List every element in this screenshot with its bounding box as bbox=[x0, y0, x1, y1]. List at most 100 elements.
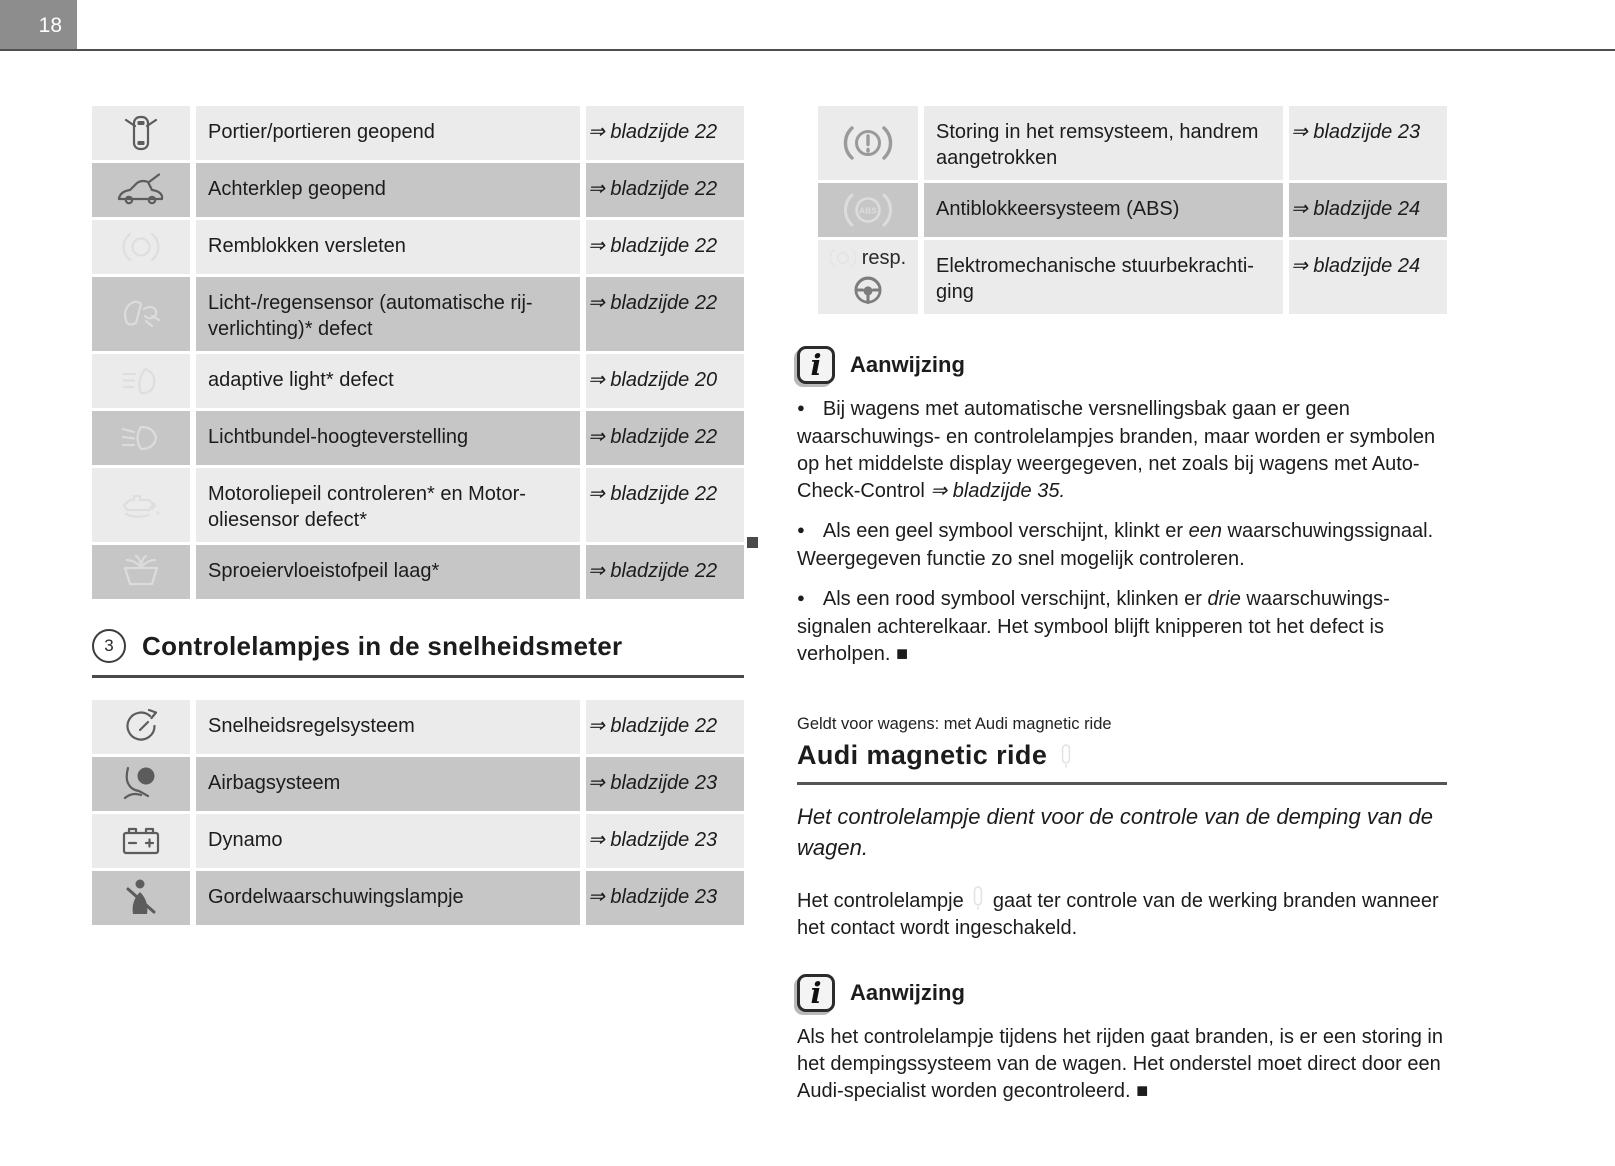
note-header: i Aanwijzing bbox=[797, 974, 1447, 1012]
header-divider bbox=[0, 49, 1615, 51]
row-label: Elektromechanische stuurbekrachti­ging bbox=[924, 240, 1283, 314]
row-page-reference: ⇒ bladzijde 20 bbox=[586, 354, 744, 408]
lamp-icon-cell bbox=[92, 277, 190, 351]
table-row: Motoroliepeil controleren* en Motor­olie… bbox=[92, 468, 744, 542]
row-label: Storing in het remsysteem, handrem aange… bbox=[924, 106, 1283, 180]
prefix-line: resp. bbox=[829, 246, 907, 270]
cruise-control-icon bbox=[119, 706, 163, 748]
bullet-dot-icon: ● bbox=[797, 522, 805, 537]
page-number-tab: 18 bbox=[0, 0, 77, 51]
page-number: 18 bbox=[38, 13, 62, 37]
row-label: Portier/portieren geopend bbox=[196, 106, 580, 160]
brake-abs-table: Storing in het remsysteem, handrem aange… bbox=[818, 106, 1447, 314]
magnetic-ride-title: Audi magnetic ride bbox=[797, 740, 1048, 770]
brake-warning-icon bbox=[843, 122, 893, 164]
note-title: Aanwijzing bbox=[850, 980, 965, 1005]
emphasis-text: een bbox=[1188, 520, 1222, 542]
warning-lamp-table: Portier/portieren geopend ⇒ bladzijde 22 A… bbox=[92, 106, 744, 599]
table-row: Portier/portieren geopend ⇒ bladzijde 22 bbox=[92, 106, 744, 160]
right-column: Storing in het remsysteem, handrem aange… bbox=[797, 106, 1447, 1105]
magnetic-ride-lead: Het controlelampje dient voor de control… bbox=[797, 804, 1433, 860]
text-run: Als een geel symbool verschijnt, klinkt … bbox=[822, 520, 1189, 542]
row-page-reference: ⇒ bladzijde 23 bbox=[586, 871, 744, 925]
lamp-icon-cell bbox=[92, 700, 190, 754]
table-row: Licht-/regensensor (automatische rij­ver… bbox=[92, 277, 744, 351]
lamp-icon-cell bbox=[818, 106, 918, 180]
row-label: Remblokken versleten bbox=[196, 220, 580, 274]
table-row: ABS Antiblokkeersysteem (ABS) ⇒ bladzijde … bbox=[818, 183, 1447, 237]
row-page-reference: ⇒ bladzijde 22 bbox=[586, 220, 744, 274]
row-page-reference: ⇒ bladzijde 22 bbox=[586, 700, 744, 754]
table-row: Dynamo ⇒ bladzijde 23 bbox=[92, 814, 744, 868]
lamp-icon-cell bbox=[92, 757, 190, 811]
row-page-reference: ⇒ bladzijde 23 bbox=[586, 757, 744, 811]
row-page-reference: ⇒ bladzijde 23 bbox=[586, 814, 744, 868]
row-page-reference: ⇒ bladzijde 22 bbox=[586, 468, 744, 542]
row-label: Gordelwaarschuwingslampje bbox=[196, 871, 580, 925]
text-run: Als een rood symbool verschijnt, klinken… bbox=[822, 588, 1208, 610]
bullet-dot-icon: ● bbox=[797, 590, 805, 605]
table-row: Sproeiervloeistofpeil laag* ⇒ bladzijde 2… bbox=[92, 545, 744, 599]
table-row: Airbagsysteem ⇒ bladzijde 23 bbox=[92, 757, 744, 811]
note-aanwijzing-1: i Aanwijzing ● Bij wagens met automatisch… bbox=[797, 346, 1447, 668]
row-label: Snelheidsregelsysteem bbox=[196, 700, 580, 754]
tailgate-open-icon bbox=[115, 171, 167, 209]
table-row: Achterklep geopend ⇒ bladzijde 22 bbox=[92, 163, 744, 217]
headlight-range-icon bbox=[119, 418, 163, 458]
row-page-reference: ⇒ bladzijde 24 bbox=[1289, 240, 1447, 314]
row-page-reference: ⇒ bladzijde 22 bbox=[586, 277, 744, 351]
note-aanwijzing-2: i Aanwijzing Als het controlelampje tijd… bbox=[797, 974, 1447, 1105]
lamp-icon-cell bbox=[92, 468, 190, 542]
note-bullet: ● Als een geel symbool verschijnt, klinkt… bbox=[797, 518, 1447, 573]
light-rain-sensor-icon bbox=[118, 294, 164, 334]
lamp-icon-cell bbox=[92, 354, 190, 408]
row-page-reference: ⇒ bladzijde 22 bbox=[586, 163, 744, 217]
seatbelt-icon bbox=[121, 876, 161, 920]
text-run: gaat ter controle van de werking branden… bbox=[797, 890, 1439, 939]
lamp-icon-cell: resp. bbox=[818, 240, 918, 314]
applies-to-note: Geldt voor wagens: met Audi magnetic rid… bbox=[797, 715, 1112, 733]
row-label: Licht-/regensensor (automatische rij­ver… bbox=[196, 277, 580, 351]
text-run: waarschuwings­signalen achterelkaar. Het… bbox=[797, 588, 1390, 665]
row-label: Motoroliepeil controleren* en Motor­olie… bbox=[196, 468, 580, 542]
doors-open-icon bbox=[121, 112, 161, 154]
section-heading-speedometer: 3 Controlelampjes in de snelheidsmeter bbox=[92, 629, 744, 678]
table-row: Remblokken versleten ⇒ bladzijde 22 bbox=[92, 220, 744, 274]
emphasis-text: drie bbox=[1207, 588, 1241, 610]
row-page-reference: ⇒ bladzijde 23 bbox=[1289, 106, 1447, 180]
note-body: Als het controlelampje tijdens het rijde… bbox=[797, 1026, 1443, 1102]
magnetic-ride-lamp-icon bbox=[1059, 743, 1073, 769]
section-end-marker bbox=[747, 537, 758, 548]
text-run: waarschuwingssig­naal. Weergegeven funct… bbox=[797, 520, 1434, 570]
lamp-icon-cell bbox=[92, 814, 190, 868]
section-title: Controlelampjes in de snelheidsmeter bbox=[142, 630, 623, 661]
airbag-icon bbox=[119, 763, 163, 805]
lamp-icon-cell bbox=[92, 871, 190, 925]
row-page-reference: ⇒ bladzijde 22 bbox=[586, 545, 744, 599]
table-row: adaptive light* defect ⇒ bladzijde 20 bbox=[92, 354, 744, 408]
row-label: Lichtbundel-hoogteverstelling bbox=[196, 411, 580, 465]
note-bullet: ● Als een rood symbool verschijnt, klinke… bbox=[797, 586, 1447, 668]
note-bullet: ● Bij wagens met automatische versnelling… bbox=[797, 396, 1447, 505]
left-column: Portier/portieren geopend ⇒ bladzijde 22 A… bbox=[92, 106, 744, 928]
row-prefix: resp. bbox=[861, 246, 907, 269]
row-label: adaptive light* defect bbox=[196, 354, 580, 408]
note-title: Aanwijzing bbox=[850, 352, 965, 377]
table-row: Snelheidsregelsysteem ⇒ bladzijde 22 bbox=[92, 700, 744, 754]
row-label: Dynamo bbox=[196, 814, 580, 868]
row-label: Achterklep geopend bbox=[196, 163, 580, 217]
lamp-icon-cell bbox=[92, 163, 190, 217]
magnetic-ride-body: Het controlelampje gaat ter controle van… bbox=[797, 885, 1447, 942]
lamp-icon-cell: ABS bbox=[818, 183, 918, 237]
magnetic-ride-heading: Audi magnetic ride bbox=[797, 740, 1447, 785]
emphasis-text: ⇒ bladzijde 35. bbox=[930, 480, 1066, 502]
row-label: Antiblokkeersysteem (ABS) bbox=[924, 183, 1283, 237]
lamp-icon-cell bbox=[92, 106, 190, 160]
note-header: i Aanwijzing bbox=[797, 346, 1447, 384]
magnetic-ride-lamp-icon bbox=[971, 885, 985, 911]
battery-icon bbox=[118, 821, 164, 861]
row-page-reference: ⇒ bladzijde 22 bbox=[586, 106, 744, 160]
esp-lamp-icon bbox=[829, 247, 856, 269]
brake-pads-icon bbox=[119, 227, 163, 267]
